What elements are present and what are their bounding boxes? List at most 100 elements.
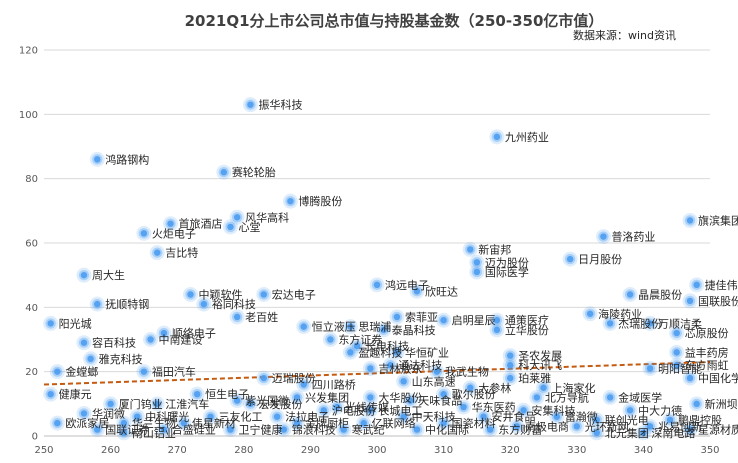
data-point	[269, 409, 285, 425]
data-point	[376, 322, 392, 338]
point-label: 华兰生物	[132, 416, 176, 430]
data-point	[602, 389, 618, 405]
data-point	[502, 357, 518, 373]
data-point	[276, 422, 292, 438]
point-label: 迈瑞股份	[272, 371, 316, 385]
point-label: 索菲亚	[405, 310, 438, 324]
data-point	[216, 164, 232, 180]
point-label: 顺络电子	[172, 326, 216, 340]
y-tick-label: 40	[25, 303, 38, 314]
data-point	[49, 364, 65, 380]
data-point	[356, 415, 372, 431]
data-point	[362, 360, 378, 376]
point-label: 博腾股份	[298, 194, 342, 208]
data-point	[296, 319, 312, 335]
point-label: 明阳智能	[658, 361, 702, 375]
y-tick-label: 80	[25, 174, 38, 185]
point-label: 伟星新材	[192, 416, 236, 430]
data-point	[322, 332, 338, 347]
data-source-note: 数据来源：wind资讯	[573, 28, 676, 42]
data-point	[242, 97, 258, 113]
point-label: 鸿远电子	[385, 278, 429, 292]
y-tick-label: 60	[25, 239, 38, 250]
data-point	[642, 360, 658, 376]
point-label: 金域医学	[618, 390, 662, 404]
point-label: 中颖软件	[199, 287, 243, 301]
data-point	[382, 357, 398, 373]
data-point	[116, 425, 132, 441]
point-label: 鸿路钢构	[105, 152, 149, 166]
point-label: 新宙邦	[478, 242, 511, 256]
point-label: 长电科技	[365, 339, 409, 353]
data-point	[489, 312, 505, 328]
trendline-layer	[43, 361, 711, 386]
point-label: 北方导航	[545, 390, 589, 404]
data-point	[136, 225, 152, 241]
point-label: 富瀚微	[565, 410, 598, 424]
point-label: 四川路桥	[312, 379, 356, 392]
point-label: 金牌厨柜	[305, 416, 349, 430]
point-label: 东方证券	[338, 333, 382, 347]
point-label: 天味食品	[418, 394, 462, 408]
data-point	[156, 325, 172, 341]
data-point	[289, 389, 305, 405]
data-point	[582, 306, 598, 322]
data-point	[489, 129, 505, 145]
data-point	[116, 415, 132, 431]
data-point	[43, 315, 59, 331]
data-point	[183, 286, 199, 302]
x-tick-label: 310	[434, 445, 453, 456]
data-point	[336, 422, 352, 438]
point-label: 厦门钨业	[119, 397, 163, 411]
data-point	[669, 325, 685, 341]
data-point	[529, 389, 545, 405]
data-point	[642, 418, 658, 434]
data-point	[409, 283, 425, 299]
point-label: 盈趣科技	[358, 345, 402, 359]
data-point	[329, 399, 345, 415]
data-point	[49, 415, 65, 431]
data-point	[316, 402, 332, 418]
point-label: 联创光电	[605, 413, 649, 427]
data-point	[76, 335, 92, 351]
point-label: 长城电工	[378, 404, 422, 417]
point-label: 卫宁健康	[238, 423, 282, 437]
data-point	[136, 364, 152, 380]
y-tick-label: 120	[19, 46, 38, 57]
data-point	[229, 393, 245, 409]
data-point	[482, 422, 498, 438]
data-point	[362, 389, 378, 405]
point-label: 深南电路	[651, 427, 695, 440]
point-label: 安集科技	[532, 403, 576, 417]
points-layer	[43, 97, 705, 441]
point-label: 中科曙光	[145, 410, 189, 424]
point-label: 吉比特	[165, 246, 198, 260]
data-point	[516, 402, 532, 418]
trendline	[43, 361, 711, 386]
data-point	[622, 286, 638, 302]
point-label: 周大生	[92, 268, 125, 282]
data-point	[396, 373, 412, 389]
data-point	[89, 151, 105, 167]
point-label: 健康元	[59, 387, 92, 401]
point-label: 华恒矿业	[405, 345, 449, 359]
data-point	[203, 409, 218, 425]
point-label: 首旅酒店	[179, 217, 223, 231]
point-label: 风华高科	[245, 210, 289, 224]
data-point	[476, 409, 492, 425]
point-label: 大华股份	[378, 390, 422, 404]
point-label: 雅克科技	[99, 352, 143, 366]
data-point	[76, 405, 92, 421]
data-point	[595, 229, 611, 245]
point-label: 宏发股份	[258, 397, 302, 411]
point-label: 光环新网	[585, 419, 629, 433]
point-label: 振华科技	[258, 98, 302, 112]
data-point	[256, 370, 272, 386]
data-point	[642, 315, 658, 331]
point-label: 裕同科技	[212, 297, 256, 311]
x-tick-label: 330	[567, 445, 586, 456]
point-label: 九州药业	[505, 131, 549, 144]
gridlines	[44, 49, 710, 373]
data-point	[189, 386, 205, 402]
point-label: 普洛药业	[611, 230, 655, 244]
